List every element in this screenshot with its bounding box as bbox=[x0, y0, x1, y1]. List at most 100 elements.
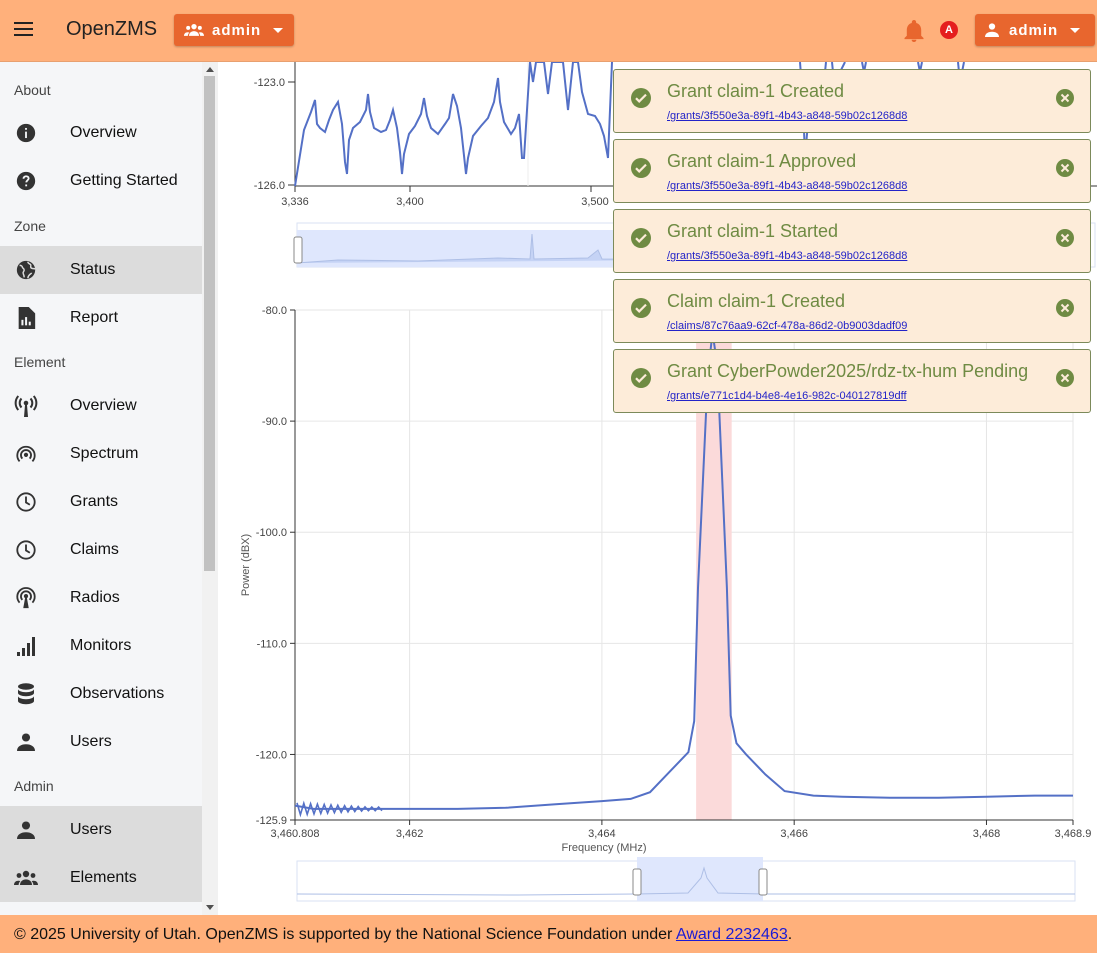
top-chart-y-tick: -126.0 bbox=[254, 180, 285, 192]
y-tick-label: -125.9 bbox=[256, 815, 287, 827]
notifications-bell-icon[interactable] bbox=[904, 20, 924, 47]
person-icon bbox=[14, 818, 38, 842]
sidebar-item-label: Claims bbox=[70, 541, 119, 558]
x-tick-label: 3,462 bbox=[396, 828, 424, 840]
sidebar-item-report[interactable]: Report bbox=[0, 294, 202, 342]
sidebar-item-label: Radios bbox=[70, 589, 120, 606]
close-icon[interactable] bbox=[1055, 158, 1075, 178]
sidebar-item-monitors[interactable]: Monitors bbox=[0, 622, 202, 670]
top-app-bar: OpenZMS admin A admin bbox=[0, 0, 1097, 62]
antenna-icon bbox=[14, 394, 38, 418]
toast-notification[interactable]: Grant claim-1 Approved /grants/3f550e3a-… bbox=[613, 139, 1091, 203]
radio-tower-icon bbox=[14, 586, 38, 610]
scroll-up-arrow-icon[interactable] bbox=[206, 67, 214, 72]
globe-icon bbox=[14, 258, 38, 282]
toast-link[interactable]: /claims/87c76aa9-62cf-478a-86d2-0b9003da… bbox=[667, 320, 908, 332]
toast-link[interactable]: /grants/3f550e3a-89f1-4b43-a848-59b02c12… bbox=[667, 180, 908, 192]
report-icon bbox=[14, 306, 38, 330]
app-title[interactable]: OpenZMS bbox=[66, 18, 158, 40]
sidebar-item-label: Report bbox=[70, 309, 119, 326]
chart-zoom-handle-right[interactable] bbox=[758, 868, 768, 896]
sidebar-item-grants[interactable]: Grants bbox=[0, 478, 202, 526]
sidebar-item-observations[interactable]: Observations bbox=[0, 670, 202, 718]
sidebar-item-label: Overview bbox=[70, 397, 137, 414]
sidebar-item-label: Users bbox=[70, 821, 112, 838]
sidebar-nav: About Overview Getting Started Zone Stat… bbox=[0, 62, 202, 915]
toast-title: Grant claim-1 Created bbox=[667, 81, 845, 101]
close-icon[interactable] bbox=[1055, 228, 1075, 248]
check-circle-icon bbox=[631, 228, 651, 248]
x-tick-label: 3,464 bbox=[588, 828, 616, 840]
spectrum-chart[interactable]: -80.0 -90.0 -100.0 -110.0 -120.0 -125.93,460.… bbox=[218, 62, 1097, 915]
top-chart-line bbox=[294, 62, 613, 187]
toast-title: Grant CyberPowder2025/rdz-tx-hum Pending bbox=[667, 361, 1029, 381]
database-icon bbox=[14, 682, 38, 706]
close-icon[interactable] bbox=[1055, 88, 1075, 108]
y-tick-label: -100.0 bbox=[256, 527, 287, 539]
toast-link[interactable]: /grants/3f550e3a-89f1-4b43-a848-59b02c12… bbox=[667, 250, 908, 262]
sidebar-item-label: Status bbox=[70, 261, 116, 278]
toast-notification[interactable]: Grant claim-1 Started /grants/3f550e3a-8… bbox=[613, 209, 1091, 273]
y-tick-label: -80.0 bbox=[262, 305, 287, 317]
sidebar-item-label: Users bbox=[70, 733, 112, 750]
sidebar-item-about-overview[interactable]: Overview bbox=[0, 109, 202, 157]
sidebar-scrollbar-thumb[interactable] bbox=[204, 76, 215, 571]
chevron-down-icon bbox=[1070, 27, 1081, 33]
chart-zoom-handle-left[interactable] bbox=[632, 868, 642, 896]
sidebar-item-spectrum[interactable]: Spectrum bbox=[0, 430, 202, 478]
x-tick-label: 3,468.9 bbox=[1055, 828, 1092, 840]
info-icon bbox=[14, 121, 38, 145]
footer-text: © 2025 University of Utah. OpenZMS is su… bbox=[14, 926, 673, 943]
toast-title: Grant claim-1 Approved bbox=[667, 151, 857, 171]
sidebar-item-admin-users[interactable]: Users bbox=[0, 806, 202, 854]
sidebar-item-label: Elements bbox=[70, 869, 137, 886]
toast-link[interactable]: /grants/e771c1d4-b4e8-4e16-982c-04012781… bbox=[667, 390, 907, 402]
sidebar-item-label: Spectrum bbox=[70, 445, 139, 462]
toast-link[interactable]: /grants/3f550e3a-89f1-4b43-a848-59b02c12… bbox=[667, 110, 908, 122]
y-tick-label: -90.0 bbox=[262, 416, 287, 428]
notification-badge[interactable]: A bbox=[940, 21, 958, 39]
clock-icon bbox=[14, 490, 38, 514]
x-tick-label: 3,468 bbox=[973, 828, 1001, 840]
top-chart-zoom-handle-left[interactable] bbox=[293, 236, 303, 264]
x-tick-label: 3,460.808 bbox=[271, 828, 320, 840]
top-chart-x-tick: 3,500 bbox=[581, 196, 609, 208]
sidebar-item-radios[interactable]: Radios bbox=[0, 574, 202, 622]
scroll-down-arrow-icon[interactable] bbox=[206, 905, 214, 910]
close-icon[interactable] bbox=[1055, 298, 1075, 318]
toast-title: Claim claim-1 Created bbox=[667, 291, 846, 311]
person-icon bbox=[985, 23, 999, 37]
y-axis-label: Power (dBX) bbox=[240, 534, 252, 596]
toast-notification[interactable]: Claim claim-1 Created /claims/87c76aa9-6… bbox=[613, 279, 1091, 343]
sidebar-item-label: Observations bbox=[70, 685, 165, 702]
menu-icon[interactable] bbox=[14, 22, 33, 38]
signal-bars-icon bbox=[14, 634, 38, 658]
check-circle-icon bbox=[631, 368, 651, 388]
close-icon[interactable] bbox=[1055, 368, 1075, 388]
group-select-button[interactable]: admin bbox=[174, 14, 294, 46]
sidebar-item-admin-elements[interactable]: Elements bbox=[0, 854, 202, 902]
toast-notification[interactable]: Grant claim-1 Created /grants/3f550e3a-8… bbox=[613, 69, 1091, 133]
sidebar-item-element-overview[interactable]: Overview bbox=[0, 382, 202, 430]
award-link[interactable]: Award 2232463 bbox=[675, 926, 788, 943]
clock-icon bbox=[14, 538, 38, 562]
user-menu-button[interactable]: admin bbox=[975, 14, 1095, 46]
top-chart-x-tick: 3,336 bbox=[281, 196, 309, 208]
sidebar-section-about: About bbox=[14, 82, 51, 98]
sidebar-item-claims[interactable]: Claims bbox=[0, 526, 202, 574]
group-icon bbox=[184, 24, 204, 36]
check-circle-icon bbox=[631, 298, 651, 318]
sidebar-item-status[interactable]: Status bbox=[0, 246, 202, 294]
sidebar-section-admin: Admin bbox=[14, 778, 54, 794]
toast-notification[interactable]: Grant CyberPowder2025/rdz-tx-hum Pending… bbox=[613, 349, 1091, 413]
help-icon bbox=[14, 169, 38, 193]
sidebar-item-getting-started[interactable]: Getting Started bbox=[0, 157, 202, 205]
top-chart-x-tick: 3,400 bbox=[396, 196, 424, 208]
chevron-down-icon bbox=[273, 27, 284, 33]
sidebar-item-label: Grants bbox=[70, 493, 119, 510]
sidebar-item-element-users[interactable]: Users bbox=[0, 718, 202, 766]
spectrum-icon bbox=[14, 442, 38, 466]
sidebar-item-label: Getting Started bbox=[70, 172, 178, 189]
group-icon bbox=[14, 866, 38, 890]
sidebar-item-label: Overview bbox=[70, 124, 137, 141]
